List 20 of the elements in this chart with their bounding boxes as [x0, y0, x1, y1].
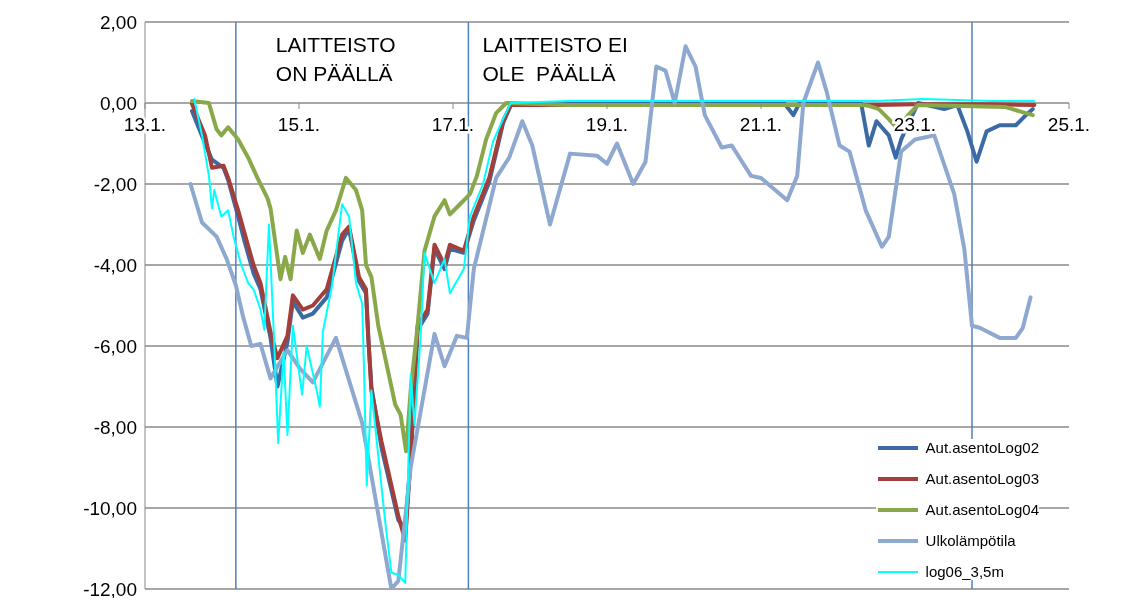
- x-tick-label: 19.1.: [585, 114, 629, 135]
- legend-label: Aut.asentoLog03: [925, 470, 1039, 487]
- y-tick-label: -6,00: [93, 335, 137, 357]
- y-tick-label: -10,00: [83, 497, 137, 519]
- y-tick-label: -4,00: [93, 254, 137, 276]
- legend-label: Aut.asentoLog04: [925, 501, 1039, 518]
- annotation: LAITTEISTO ON PÄÄLLÄ: [275, 33, 396, 85]
- legend-label: log06_3,5m: [925, 563, 1004, 580]
- y-tick-label: -12,00: [83, 578, 137, 600]
- annotation: LAITTEISTO EI OLE PÄÄLLÄ: [482, 33, 628, 85]
- legend-label: Ulkolämpötila: [925, 532, 1016, 549]
- y-tick-label: -2,00: [93, 173, 137, 195]
- x-tick-label: 15.1.: [277, 114, 321, 135]
- y-tick-label: 0,00: [100, 92, 137, 114]
- y-tick-label: -8,00: [93, 416, 137, 438]
- x-tick-label: 21.1.: [739, 114, 783, 135]
- legend-label: Aut.asentoLog02: [925, 439, 1039, 456]
- x-tick-label: 13.1.: [123, 114, 167, 135]
- x-tick-label: 25.1.: [1047, 114, 1091, 135]
- y-tick-label: 2,00: [100, 11, 137, 33]
